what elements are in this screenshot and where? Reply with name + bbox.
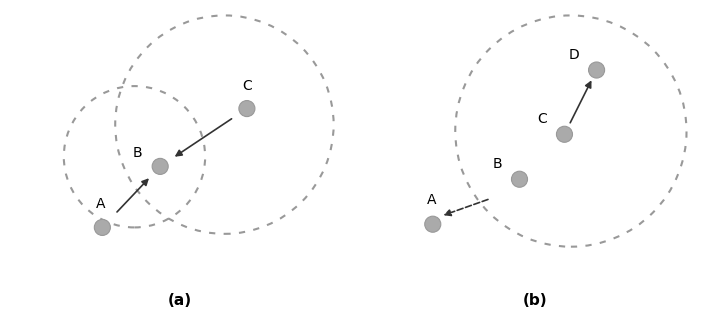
Circle shape <box>511 171 528 187</box>
Circle shape <box>588 62 605 78</box>
Text: A: A <box>96 197 106 211</box>
Text: B: B <box>133 146 142 160</box>
Circle shape <box>239 100 255 117</box>
Circle shape <box>152 158 168 174</box>
Text: A: A <box>426 193 436 207</box>
Text: C: C <box>537 112 547 126</box>
Circle shape <box>556 126 573 142</box>
Text: D: D <box>568 48 579 62</box>
Circle shape <box>94 219 110 236</box>
Circle shape <box>425 216 441 232</box>
Text: (b): (b) <box>523 293 548 308</box>
Text: B: B <box>492 157 502 171</box>
Text: (a): (a) <box>167 293 192 308</box>
Text: C: C <box>242 79 252 92</box>
